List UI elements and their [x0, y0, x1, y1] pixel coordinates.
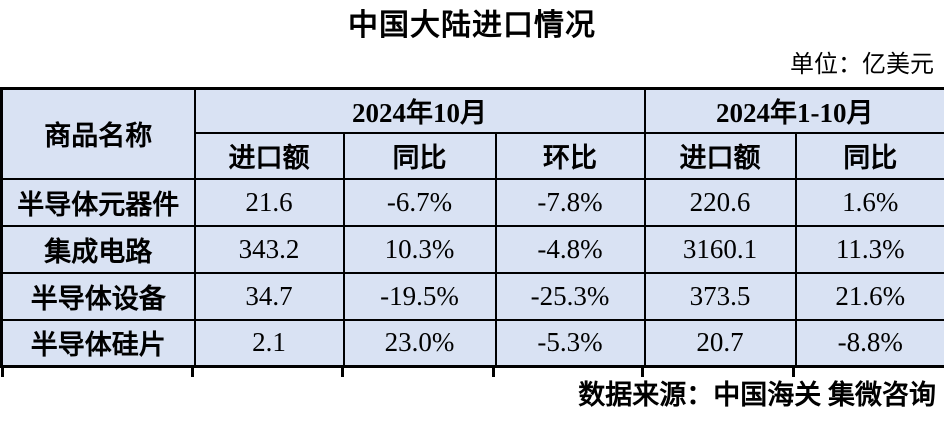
header-group-2024-10: 2024年10月: [195, 89, 645, 133]
table-row-silicon-wafers: 半导体硅片 2.1 23.0% -5.3% 20.7 -8.8%: [2, 320, 944, 367]
table-header-group-row: 商品名称 2024年10月 2024年1-10月: [2, 89, 944, 133]
header-mom-oct: 环比: [496, 133, 645, 179]
cell-value: -4.8%: [496, 226, 645, 273]
cell-value: -8.8%: [796, 320, 944, 367]
unit-label: 单位：亿美元: [0, 51, 944, 79]
cell-value: -5.3%: [496, 320, 645, 367]
cell-value: -7.8%: [496, 179, 645, 226]
header-import-amount-ytd: 进口额: [645, 133, 796, 179]
border-stub: [191, 367, 194, 377]
header-import-amount-oct: 进口额: [195, 133, 344, 179]
cell-value: 1.6%: [796, 179, 944, 226]
cell-value: 10.3%: [344, 226, 496, 273]
cell-value: 220.6: [645, 179, 796, 226]
table-row-integrated-circuits: 集成电路 343.2 10.3% -4.8% 3160.1 11.3%: [2, 226, 944, 273]
table-row-semiconductor-components: 半导体元器件 21.6 -6.7% -7.8% 220.6 1.6%: [2, 179, 944, 226]
cell-value: -6.7%: [344, 179, 496, 226]
cell-value: 2.1: [195, 320, 344, 367]
header-yoy-oct: 同比: [344, 133, 496, 179]
border-stub: [492, 367, 495, 377]
cell-value: 23.0%: [344, 320, 496, 367]
row-label: 集成电路: [2, 226, 195, 273]
cell-value: 11.3%: [796, 226, 944, 273]
cell-value: 20.7: [645, 320, 796, 367]
cell-value: 34.7: [195, 273, 344, 320]
data-source-label: 数据来源：中国海关 集微咨询: [0, 380, 944, 410]
row-label: 半导体设备: [2, 273, 195, 320]
header-product-name: 商品名称: [2, 89, 195, 179]
cropped-next-row-borders: [0, 368, 944, 378]
cell-value: 373.5: [645, 273, 796, 320]
header-group-2024-1-10: 2024年1-10月: [645, 89, 944, 133]
cell-value: 21.6%: [796, 273, 944, 320]
cell-value: -25.3%: [496, 273, 645, 320]
border-stub: [1, 367, 4, 377]
page-title: 中国大陆进口情况: [0, 9, 944, 43]
cell-value: 3160.1: [645, 226, 796, 273]
cell-value: 343.2: [195, 226, 344, 273]
row-label: 半导体元器件: [2, 179, 195, 226]
cell-value: -19.5%: [344, 273, 496, 320]
import-data-table: 商品名称 2024年10月 2024年1-10月 进口额 同比 环比 进口额 同…: [0, 87, 944, 368]
border-stub: [341, 367, 344, 377]
border-stub: [792, 367, 795, 377]
cell-value: 21.6: [195, 179, 344, 226]
header-yoy-ytd: 同比: [796, 133, 944, 179]
border-stub: [641, 367, 644, 377]
row-label: 半导体硅片: [2, 320, 195, 367]
table-row-semiconductor-equipment: 半导体设备 34.7 -19.5% -25.3% 373.5 21.6%: [2, 273, 944, 320]
